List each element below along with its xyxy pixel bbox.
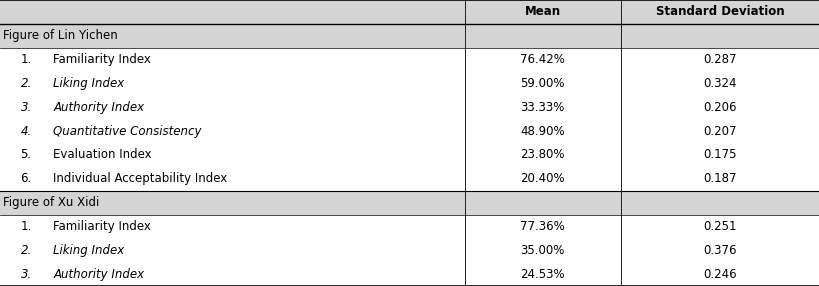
- Bar: [0, 143, 819, 167]
- Text: Individual Acceptability Index: Individual Acceptability Index: [53, 172, 228, 185]
- Text: Familiarity Index: Familiarity Index: [53, 53, 151, 66]
- Text: 0.207: 0.207: [703, 125, 736, 138]
- Bar: [0, 191, 819, 214]
- Text: 33.33%: 33.33%: [520, 101, 564, 114]
- Text: 5.: 5.: [20, 148, 32, 161]
- Text: Quantitative Consistency: Quantitative Consistency: [53, 125, 201, 138]
- Text: 35.00%: 35.00%: [520, 244, 564, 257]
- Text: Figure of Xu Xidi: Figure of Xu Xidi: [3, 196, 100, 209]
- Bar: [0, 167, 819, 191]
- Bar: [0, 262, 819, 286]
- Text: 20.40%: 20.40%: [520, 172, 564, 185]
- Text: 24.53%: 24.53%: [520, 268, 564, 281]
- Text: 0.187: 0.187: [703, 172, 736, 185]
- Text: Standard Deviation: Standard Deviation: [655, 5, 784, 18]
- Text: 0.206: 0.206: [703, 101, 736, 114]
- Text: 0.324: 0.324: [703, 77, 736, 90]
- Text: Authority Index: Authority Index: [53, 268, 144, 281]
- Text: 48.90%: 48.90%: [520, 125, 564, 138]
- Bar: [0, 95, 819, 119]
- Bar: [0, 72, 819, 95]
- Text: 76.42%: 76.42%: [520, 53, 564, 66]
- Text: Liking Index: Liking Index: [53, 77, 124, 90]
- Text: 77.36%: 77.36%: [520, 220, 564, 233]
- Text: 0.246: 0.246: [703, 268, 736, 281]
- Bar: [0, 214, 819, 238]
- Text: 6.: 6.: [20, 172, 32, 185]
- Text: 3.: 3.: [20, 268, 32, 281]
- Text: 1.: 1.: [20, 53, 32, 66]
- Text: 1.: 1.: [20, 220, 32, 233]
- Bar: [0, 48, 819, 72]
- Text: 0.376: 0.376: [703, 244, 736, 257]
- Bar: [0, 119, 819, 143]
- Bar: [0, 238, 819, 262]
- Text: 4.: 4.: [20, 125, 32, 138]
- Text: 23.80%: 23.80%: [520, 148, 564, 161]
- Text: Figure of Lin Yichen: Figure of Lin Yichen: [3, 29, 118, 42]
- Text: Authority Index: Authority Index: [53, 101, 144, 114]
- Text: 0.251: 0.251: [703, 220, 736, 233]
- Text: 3.: 3.: [20, 101, 32, 114]
- Bar: [0, 0, 819, 24]
- Text: 0.287: 0.287: [703, 53, 736, 66]
- Text: 59.00%: 59.00%: [520, 77, 564, 90]
- Text: 2.: 2.: [20, 244, 32, 257]
- Text: Familiarity Index: Familiarity Index: [53, 220, 151, 233]
- Text: Evaluation Index: Evaluation Index: [53, 148, 152, 161]
- Text: Liking Index: Liking Index: [53, 244, 124, 257]
- Text: 0.175: 0.175: [703, 148, 736, 161]
- Text: 2.: 2.: [20, 77, 32, 90]
- Bar: [0, 24, 819, 48]
- Text: Mean: Mean: [524, 5, 560, 18]
